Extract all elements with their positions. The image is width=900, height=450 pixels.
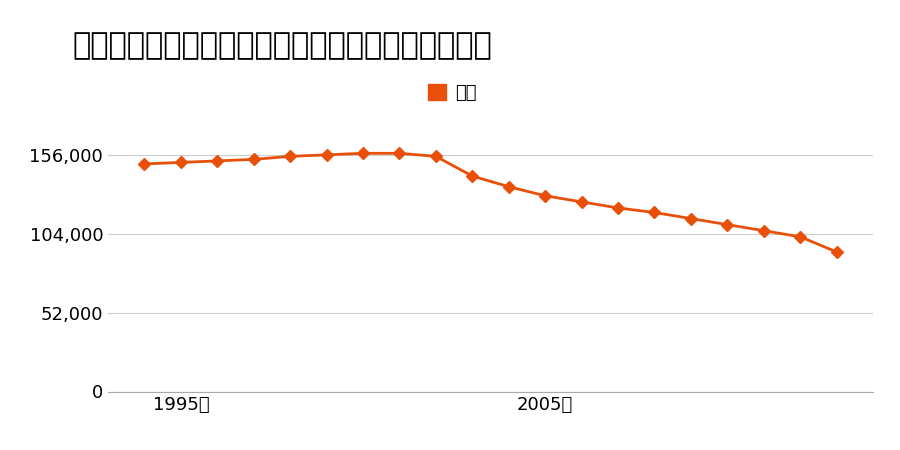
Text: 徳島県徳島市南田宮１丁目２０６番１５の地価推移: 徳島県徳島市南田宮１丁目２０６番１５の地価推移 xyxy=(72,32,491,60)
Legend: 価格: 価格 xyxy=(420,76,484,109)
